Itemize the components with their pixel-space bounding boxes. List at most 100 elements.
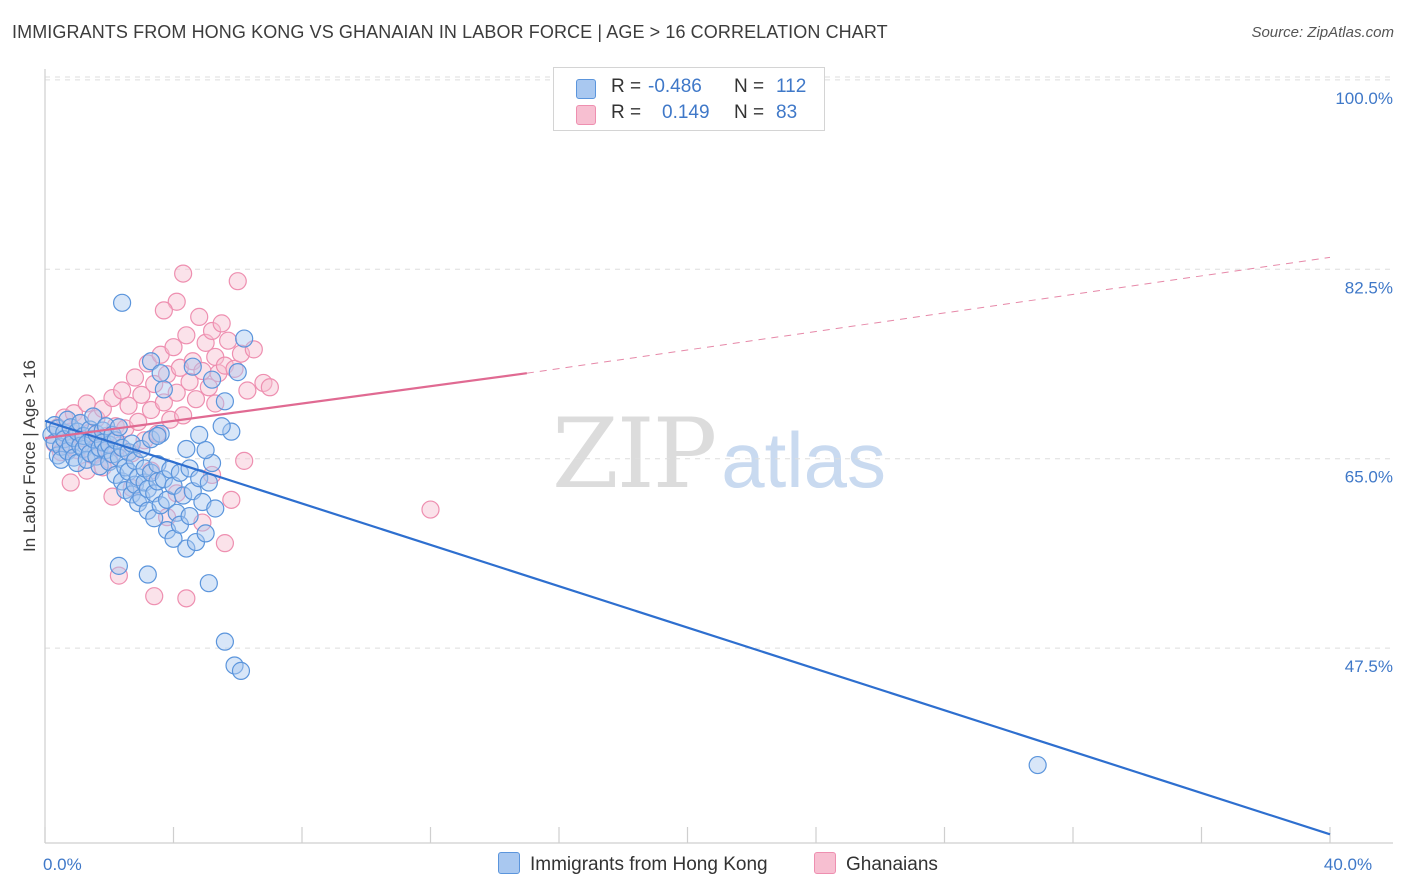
hong-kong-point — [177, 539, 196, 558]
ghanaians-point — [119, 396, 138, 415]
bottom-legend-swatch-ghanaians — [814, 852, 836, 874]
legend-n-label: N = — [734, 76, 765, 97]
ghanaians-point — [238, 381, 257, 400]
hong-kong-point — [129, 493, 148, 513]
hong-kong-point — [235, 329, 254, 348]
legend-r-label: R = — [611, 102, 642, 123]
ghanaians-point — [167, 292, 186, 311]
ghanaians-point — [177, 589, 196, 608]
chart-title: IMMIGRANTS FROM HONG KONG VS GHANAIAN IN… — [12, 22, 888, 42]
tick-labels: 100.0% 82.5% 65.0% 47.5% 0.0% 40.0% In Labor F… — [20, 89, 1393, 874]
ghanaians-point — [228, 272, 247, 291]
hong-kong-point — [154, 380, 173, 399]
hong-kong-point — [215, 392, 234, 411]
hong-kong-point — [84, 407, 103, 426]
ghanaians-point — [183, 352, 202, 371]
trend-lines — [44, 256, 1331, 836]
bottom-legend-label-ghanaians: Ghanaians — [846, 854, 938, 875]
hong-kong-point — [112, 293, 132, 312]
ghanaians-trend-extension — [526, 256, 1331, 374]
ghanaians-trend-line — [44, 372, 528, 440]
ghanaians-point — [180, 372, 199, 391]
hong-kong-point — [222, 422, 241, 441]
bottom-legend-label-hong-kong: Immigrants from Hong Kong — [530, 854, 768, 875]
legend-n-value: 112 — [776, 76, 807, 97]
x-tick-label: 0.0% — [43, 855, 82, 874]
hong-kong-point — [151, 424, 170, 443]
ghanaians-point — [222, 490, 241, 509]
ghanaians-point — [174, 264, 193, 283]
legend-n-label: N = — [734, 102, 765, 123]
ghanaians-point — [190, 307, 209, 326]
hong-kong-point — [109, 556, 128, 575]
ghanaians-point — [154, 393, 173, 412]
ghanaians-point — [177, 326, 196, 345]
zipatlas-watermark: ZIPatlas — [552, 398, 886, 510]
hong-kong-point — [148, 426, 167, 446]
hong-kong-point — [196, 524, 215, 543]
gridlines — [45, 76, 1393, 649]
hong-kong-point — [174, 486, 193, 505]
ghanaians-point — [125, 368, 145, 387]
hong-kong-point — [90, 457, 109, 476]
hong-kong-point — [196, 440, 215, 460]
hong-kong-point — [231, 661, 251, 680]
ghanaians-point — [225, 359, 244, 378]
ghanaians-point — [145, 587, 164, 606]
ghanaians-point — [61, 473, 80, 492]
ghanaians-point — [421, 500, 440, 519]
x-tick-label: 40.0% — [1324, 855, 1372, 874]
legend-n-value: 83 — [776, 102, 798, 123]
ghanaians-point — [215, 534, 234, 553]
legend-r-value: -0.486 — [648, 76, 702, 97]
hong-kong-point — [183, 357, 202, 376]
ghanaians-point — [164, 338, 183, 357]
ghanaians-point — [154, 301, 173, 320]
hong-kong-point — [141, 352, 161, 371]
legend-swatch-hong-kong — [576, 79, 596, 99]
hong-kong-point — [228, 363, 247, 382]
ghanaians-point — [260, 378, 279, 397]
ghanaians-point — [132, 385, 151, 404]
ghanaians-point — [212, 314, 231, 333]
hong-kong-point — [138, 565, 157, 584]
hong-kong-point — [154, 470, 173, 489]
watermark-atlas: atlas — [721, 416, 886, 504]
legend-swatch-ghanaians — [576, 105, 596, 125]
hong-kong-points — [42, 293, 1047, 775]
hong-kong-point — [177, 439, 196, 459]
axes — [44, 69, 1393, 844]
bottom-legend-hong-kong: Immigrants from Hong Kong — [498, 852, 768, 876]
ghanaians-point — [186, 390, 206, 409]
hong-kong-point — [1028, 755, 1047, 775]
hong-kong-point — [151, 364, 170, 383]
ghanaians-point — [109, 566, 128, 585]
hong-kong-point — [206, 499, 225, 518]
y-tick-label: 82.5% — [1345, 278, 1393, 297]
legend-r-value: 0.149 — [662, 102, 710, 123]
ghanaians-point — [138, 354, 157, 373]
legend-r-label: R = — [611, 76, 642, 97]
y-axis-title: In Labor Force | Age > 16 — [20, 360, 39, 552]
hong-kong-point — [190, 425, 209, 444]
watermark-zip: ZIP — [552, 398, 717, 510]
ghanaians-point — [103, 388, 122, 408]
ghanaians-point — [129, 412, 148, 432]
y-tick-label: 65.0% — [1345, 468, 1393, 487]
hong-kong-trend-line — [44, 419, 1331, 836]
hong-kong-point — [202, 370, 222, 389]
correlation-legend: R = -0.486 N = 112 R = 0.149 N = 83 — [553, 67, 825, 131]
hong-kong-point — [212, 417, 231, 436]
ghanaians-point — [64, 404, 84, 423]
hong-kong-point — [199, 574, 218, 593]
bottom-legend-ghanaians: Ghanaians — [814, 852, 938, 876]
y-tick-label: 47.5% — [1345, 657, 1393, 676]
y-tick-label: 100.0% — [1335, 89, 1393, 108]
ghanaians-point — [219, 331, 238, 350]
source-label: Source: ZipAtlas.com — [1251, 24, 1394, 41]
ghanaians-point — [202, 321, 222, 341]
hong-kong-point — [180, 506, 199, 526]
hong-kong-point — [215, 632, 234, 651]
bottom-legend-swatch-hong-kong — [498, 852, 520, 874]
